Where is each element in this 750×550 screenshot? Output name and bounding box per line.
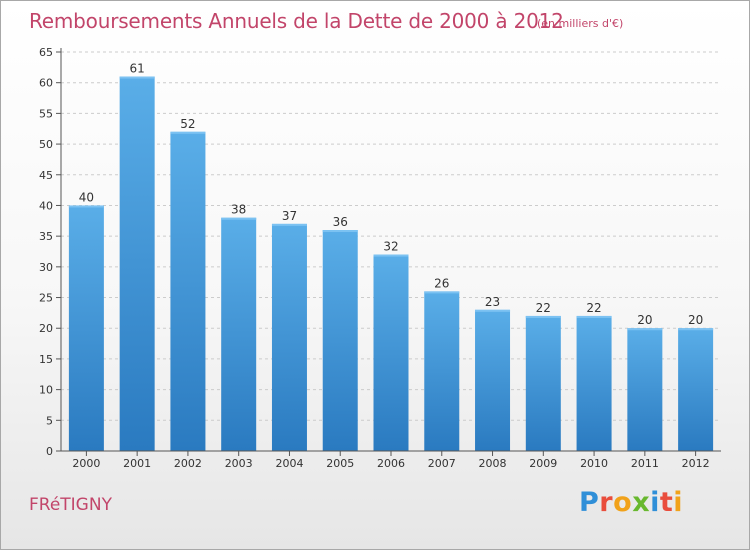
y-tick-label: 20 — [39, 322, 53, 335]
bar — [373, 254, 409, 451]
bar-value-label: 37 — [282, 209, 297, 223]
y-tick-label: 30 — [39, 261, 53, 274]
y-tick-label: 5 — [46, 414, 53, 427]
x-tick-label: 2010 — [580, 457, 608, 470]
bar — [678, 328, 714, 451]
commune-name: FRéTIGNY — [29, 495, 112, 515]
y-tick-label: 55 — [39, 107, 53, 120]
logo-letter: i — [673, 487, 684, 518]
bar-highlight — [576, 315, 612, 318]
y-tick-label: 45 — [39, 169, 53, 182]
bar — [627, 328, 663, 451]
x-tick-label: 2001 — [123, 457, 151, 470]
bar-highlight — [170, 131, 206, 134]
logo-letter: o — [613, 487, 633, 518]
bar — [68, 205, 104, 451]
y-tick-label: 40 — [39, 199, 53, 212]
bar-highlight — [627, 328, 663, 331]
x-tick-label: 2006 — [377, 457, 405, 470]
bar-value-label: 23 — [485, 295, 500, 309]
bar-highlight — [475, 309, 511, 312]
bar-highlight — [322, 230, 358, 233]
logo-letter: r — [599, 487, 614, 518]
y-tick-label: 15 — [39, 353, 53, 366]
logo-letter: P — [579, 487, 600, 518]
x-tick-label: 2002 — [174, 457, 202, 470]
y-tick-label: 0 — [46, 445, 53, 458]
x-tick-label: 2005 — [326, 457, 354, 470]
bar-value-label: 52 — [180, 117, 195, 131]
x-tick-label: 2007 — [428, 457, 456, 470]
y-tick-label: 25 — [39, 292, 53, 305]
y-tick-label: 65 — [39, 46, 53, 59]
x-tick-label: 2008 — [479, 457, 507, 470]
x-tick-label: 2012 — [682, 457, 710, 470]
bar — [322, 230, 358, 451]
bar-value-label: 20 — [637, 313, 652, 327]
bar-value-label: 40 — [79, 190, 94, 204]
bar-value-label: 26 — [434, 276, 449, 290]
y-tick-label: 50 — [39, 138, 53, 151]
bar-highlight — [221, 217, 257, 220]
bar — [475, 309, 511, 451]
bar — [221, 217, 257, 451]
bar — [271, 223, 307, 451]
bar-value-label: 20 — [688, 313, 703, 327]
chart-subtitle: (en milliers d'€) — [537, 17, 624, 30]
bar-highlight — [271, 223, 307, 226]
y-tick-label: 35 — [39, 230, 53, 243]
bar-value-label: 22 — [586, 301, 601, 315]
logo-letter: t — [659, 487, 674, 518]
x-tick-label: 2009 — [529, 457, 557, 470]
bars — [68, 76, 714, 452]
y-tick-label: 10 — [39, 384, 53, 397]
bar-highlight — [119, 76, 155, 79]
bar — [525, 315, 561, 451]
bar-highlight — [68, 205, 104, 208]
logo-letter: i — [650, 487, 660, 518]
bar — [576, 315, 612, 451]
proxiti-logo: Proxiti — [579, 487, 683, 518]
bar — [170, 131, 206, 452]
bar — [119, 76, 155, 452]
labels: 40 61 52 38 37 36 32 26 23 22 22 20 20 — [79, 62, 704, 328]
bar-highlight — [678, 328, 714, 331]
bar-highlight — [373, 254, 409, 257]
x-tick-label: 2000 — [72, 457, 100, 470]
x-tick-label: 2011 — [631, 457, 659, 470]
logo-letter: x — [632, 487, 651, 518]
bar-value-label: 61 — [130, 62, 145, 76]
axes: 0 5 10 15 20 25 30 35 40 45 50 55 60 65 2000 2001 2002 20… — [39, 46, 721, 470]
bar-value-label: 36 — [333, 215, 348, 229]
y-tick-label: 60 — [39, 77, 53, 90]
chart-title: Remboursements Annuels de la Dette de 20… — [29, 9, 564, 33]
bar-value-label: 32 — [383, 240, 398, 254]
x-tick-label: 2003 — [225, 457, 253, 470]
bar — [424, 291, 460, 451]
bar-highlight — [525, 315, 561, 318]
bar-value-label: 22 — [536, 301, 551, 315]
x-tick-label: 2004 — [275, 457, 303, 470]
bar-highlight — [424, 291, 460, 294]
bar-value-label: 38 — [231, 203, 246, 217]
